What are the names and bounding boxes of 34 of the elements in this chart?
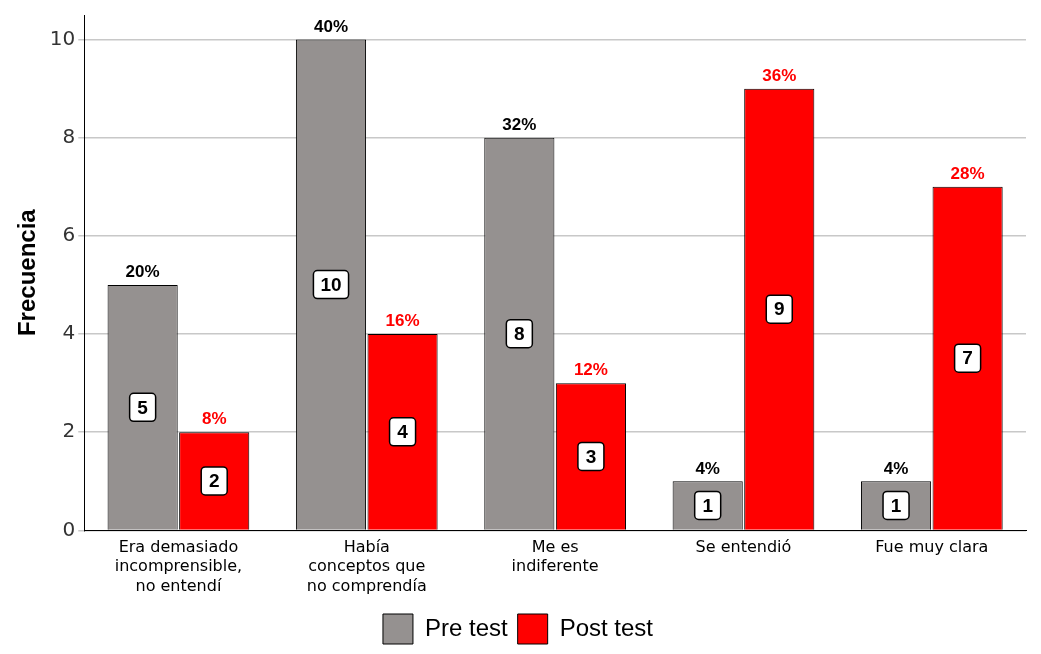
y-tick-label: 2 — [62, 418, 76, 443]
data-label: 9 — [773, 298, 785, 320]
data-label: 1 — [702, 494, 714, 516]
legend-label: Pre test — [424, 613, 508, 641]
data-label: 2 — [208, 470, 220, 492]
x-tick-label: Me es indiferente — [511, 537, 599, 576]
data-label: 5 — [137, 396, 149, 418]
data-label: 4 — [397, 421, 409, 443]
y-tick-label: 4 — [62, 320, 76, 345]
y-tick-label: 8 — [62, 123, 76, 148]
data-label: 8 — [514, 322, 525, 344]
x-tick-label: Era demasiado incomprensible, no entendí — [114, 537, 243, 595]
y-tick-label: 10 — [49, 25, 76, 50]
annotation: 40% — [313, 16, 348, 36]
legend-label: Post test — [559, 613, 654, 641]
annotation: 4% — [883, 458, 909, 478]
x-tick-label: Se entendió — [695, 537, 792, 557]
annotation: 4% — [695, 458, 720, 478]
annotation: 12% — [573, 360, 608, 380]
y-tick-label: 6 — [62, 222, 76, 247]
y-axis-title: Frecuencia — [13, 208, 41, 337]
annotation: 16% — [385, 311, 420, 331]
annotation: 28% — [950, 163, 985, 183]
x-tick-label: Había conceptos que no comprendía — [306, 537, 427, 595]
annotation: 36% — [762, 65, 797, 85]
annotation: 20% — [125, 262, 160, 282]
y-tick-label: 0 — [62, 516, 76, 541]
annotation: 32% — [502, 114, 537, 134]
data-label: 10 — [320, 273, 342, 295]
x-tick-label: Fue muy clara — [875, 537, 989, 557]
data-label: 3 — [585, 445, 597, 467]
annotation: 8% — [201, 409, 227, 429]
data-label: 1 — [890, 494, 902, 516]
data-label: 7 — [962, 347, 973, 369]
